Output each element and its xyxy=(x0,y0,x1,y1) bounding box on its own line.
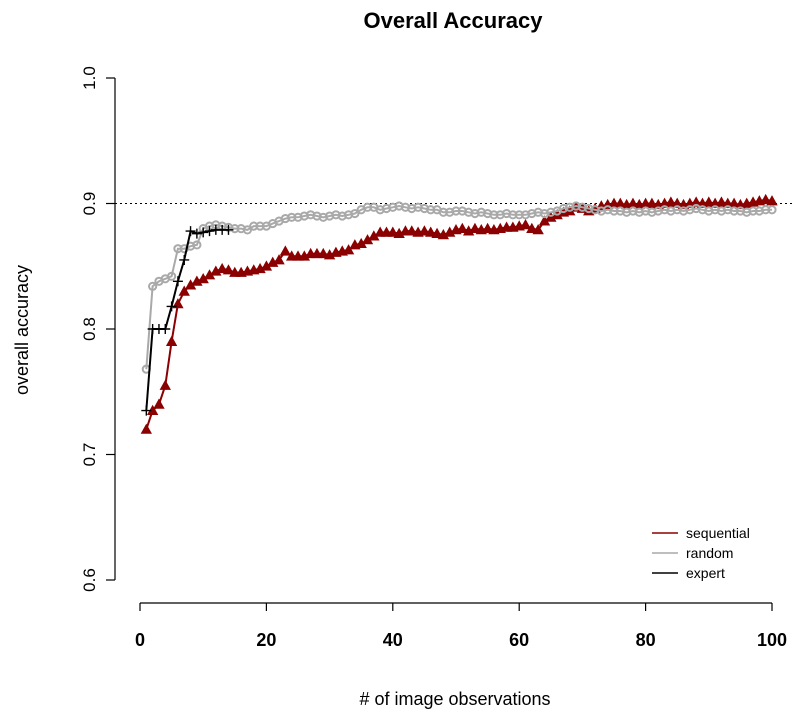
x-tick-label: 40 xyxy=(383,630,403,650)
data-point-sequential xyxy=(665,196,677,207)
data-point-sequential xyxy=(140,423,152,434)
data-point-sequential xyxy=(418,225,431,236)
x-tick-label: 100 xyxy=(757,630,787,650)
x-axis-ticks: 0 20 40 60 80 100 xyxy=(135,603,787,650)
y-tick-label: 0.6 xyxy=(80,568,99,592)
data-point-sequential xyxy=(760,193,772,205)
series-random xyxy=(141,201,777,374)
data-point-sequential xyxy=(159,379,171,390)
data-point-sequential xyxy=(715,196,728,207)
y-tick-label: 0.8 xyxy=(80,317,99,341)
legend-label-sequential: sequential xyxy=(686,525,750,541)
y-axis-ticks: 0.6 0.7 0.8 0.9 1.0 xyxy=(80,66,115,592)
data-point-sequential xyxy=(431,227,443,239)
data-point-sequential xyxy=(425,226,437,237)
data-point-random xyxy=(242,225,253,235)
data-point-expert xyxy=(166,301,177,312)
y-tick-label: 1.0 xyxy=(80,66,99,90)
data-point-sequential xyxy=(519,219,532,230)
data-point-sequential xyxy=(153,398,165,409)
data-point-expert xyxy=(223,224,234,235)
y-tick-label: 0.9 xyxy=(80,192,99,216)
series-expert xyxy=(141,224,234,416)
x-tick-label: 80 xyxy=(636,630,656,650)
data-point-sequential xyxy=(532,224,544,235)
x-tick-label: 0 xyxy=(135,630,145,650)
data-point-expert xyxy=(179,254,190,265)
data-point-sequential xyxy=(703,196,715,207)
x-axis-title: # of image observations xyxy=(359,689,550,709)
data-point-random xyxy=(192,240,202,250)
data-point-sequential xyxy=(317,247,329,259)
legend: sequential random expert xyxy=(652,525,750,581)
data-point-random xyxy=(350,208,360,219)
data-point-random xyxy=(167,271,177,281)
x-tick-label: 20 xyxy=(256,630,276,650)
data-point-sequential xyxy=(671,197,683,208)
data-point-sequential xyxy=(222,264,235,275)
data-point-sequential xyxy=(216,262,228,274)
data-point-sequential xyxy=(481,222,494,233)
data-point-sequential xyxy=(469,222,481,233)
data-point-random xyxy=(767,205,777,215)
data-point-sequential xyxy=(766,195,778,206)
data-point-random xyxy=(148,281,158,291)
data-point-sequential xyxy=(646,197,658,208)
y-tick-label: 0.7 xyxy=(80,443,99,467)
data-point-sequential xyxy=(273,254,285,265)
data-point-sequential xyxy=(165,335,178,346)
data-point-sequential xyxy=(406,225,418,236)
data-point-expert xyxy=(160,324,171,334)
data-point-expert xyxy=(204,226,215,237)
y-axis-title: overall accuracy xyxy=(12,265,32,395)
data-point-expert xyxy=(185,226,196,237)
data-point-expert xyxy=(198,227,209,238)
chart-title: Overall Accuracy xyxy=(364,8,544,33)
series-line-expert xyxy=(145,228,229,411)
legend-label-random: random xyxy=(686,545,733,561)
data-point-expert xyxy=(172,276,183,287)
data-point-sequential xyxy=(526,222,538,233)
data-point-expert xyxy=(141,405,152,416)
data-point-sequential xyxy=(279,245,292,256)
data-point-sequential xyxy=(690,196,702,207)
data-point-sequential xyxy=(387,226,399,237)
data-point-sequential xyxy=(342,244,355,255)
x-tick-label: 60 xyxy=(509,630,529,650)
data-point-sequential xyxy=(456,222,468,233)
series-layer xyxy=(140,193,778,434)
data-point-expert xyxy=(191,228,202,239)
data-point-sequential xyxy=(178,285,190,296)
data-point-sequential xyxy=(172,298,184,309)
legend-label-expert: expert xyxy=(686,565,725,581)
